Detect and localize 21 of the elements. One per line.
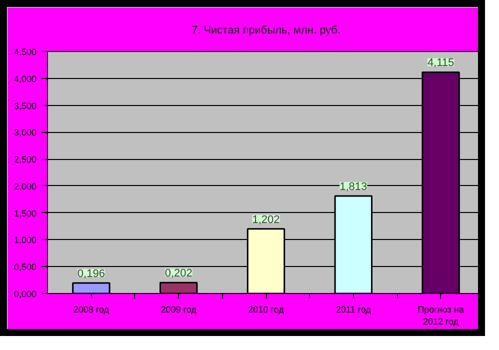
y-tick-label: 1,000 xyxy=(14,235,37,246)
data-label: 0,196 xyxy=(77,268,105,280)
y-tick-label: 4,500 xyxy=(14,47,37,57)
x-tick-label: 2011 год xyxy=(336,304,372,314)
y-tick-label: 4,000 xyxy=(14,74,37,84)
x-tick-label: 2009 год xyxy=(160,304,198,314)
x-tick-label: 2008 год xyxy=(73,304,110,314)
y-tick-label: 2,500 xyxy=(14,154,37,165)
x-tick-label: 2010 год xyxy=(248,304,285,314)
data-label: 0,202 xyxy=(164,268,192,280)
y-tick-label: 3,500 xyxy=(14,100,37,111)
chart-title: 7. Чистая прибыль, млн. руб. xyxy=(191,24,341,36)
data-label: 1,813 xyxy=(340,181,368,193)
y-tick-label: 0,500 xyxy=(14,262,37,272)
y-tick-label: 2,000 xyxy=(14,181,37,192)
data-label: 4,115 xyxy=(427,57,454,70)
y-tick-label: 1,500 xyxy=(14,208,37,218)
data-label: 1,202 xyxy=(252,214,280,226)
y-tick-label: 3,000 xyxy=(14,128,37,138)
y-tick-label: 0,000 xyxy=(14,289,37,299)
x-tick-label: Прогноз на 2012 год xyxy=(418,304,464,326)
